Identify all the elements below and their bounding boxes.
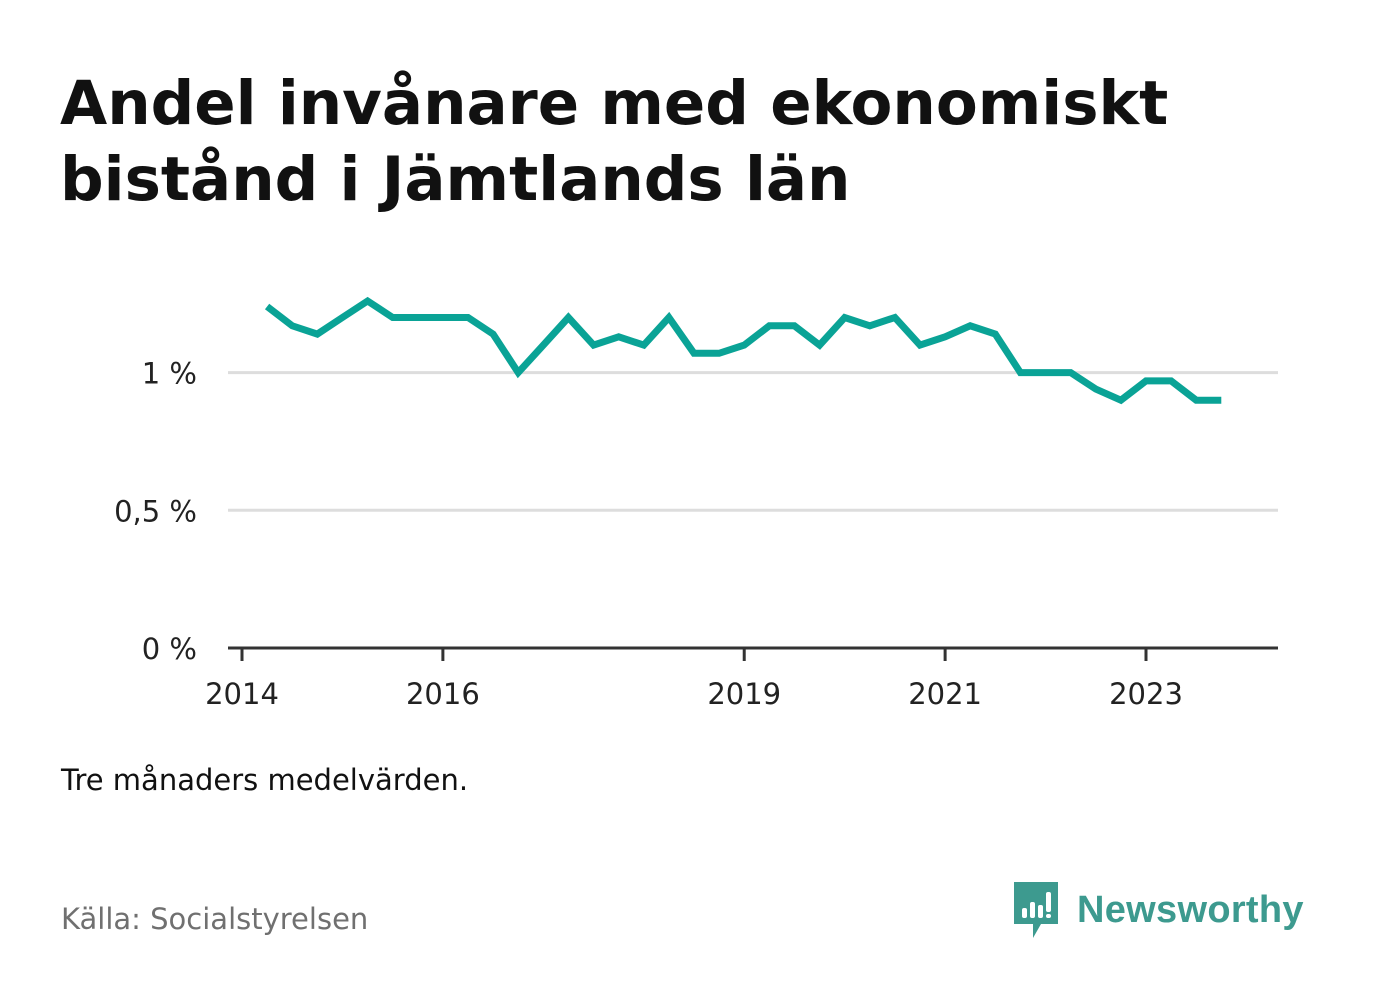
data-point [1218, 397, 1225, 404]
data-point [1193, 397, 1200, 404]
axis-labels: 0 % 0,5 % 1 % 2014 2016 2019 2021 2023 [114, 357, 1183, 711]
data-point [439, 314, 446, 321]
data-point [1042, 369, 1049, 376]
data-point [866, 322, 873, 329]
x-tick-label: 2023 [1109, 677, 1183, 711]
x-tick-label: 2019 [707, 677, 781, 711]
data-point [766, 322, 773, 329]
data-point [314, 331, 321, 338]
x-axis [228, 646, 1278, 661]
x-tick-label: 2021 [908, 677, 982, 711]
data-point [289, 322, 296, 329]
data-point [1168, 377, 1175, 384]
data-point [791, 322, 798, 329]
chart-note: Tre månaders medelvärden. [61, 763, 469, 797]
data-point [1067, 369, 1074, 376]
data-point [540, 342, 547, 349]
chart-title: Andel invånare med ekonomiskt bistånd i … [60, 68, 1169, 215]
data-point [691, 350, 698, 357]
data-point [565, 314, 572, 321]
x-tick-label: 2014 [205, 677, 279, 711]
data-point [1143, 377, 1150, 384]
data-point [967, 322, 974, 329]
newsworthy-chart-bubble-icon [1014, 882, 1058, 938]
data-point [364, 298, 371, 305]
data-point [339, 314, 346, 321]
chart-source: Källa: Socialstyrelsen [61, 902, 369, 936]
data-point [1117, 397, 1124, 404]
data-point [590, 342, 597, 349]
data-point [389, 314, 396, 321]
data-point [992, 331, 999, 338]
data-point [465, 314, 472, 321]
data-point [515, 369, 522, 376]
y-tick-label: 0 % [142, 632, 197, 666]
brand-name: Newsworthy [1077, 888, 1304, 931]
data-point [264, 303, 271, 310]
data-series [264, 296, 1225, 405]
data-point [615, 333, 622, 340]
data-point [640, 342, 647, 349]
x-tick-label: 2016 [406, 677, 480, 711]
data-point [414, 314, 421, 321]
data-point [917, 342, 924, 349]
y-tick-label: 0,5 % [114, 494, 197, 528]
data-point [741, 342, 748, 349]
series-line [264, 296, 1222, 405]
data-point [1092, 386, 1099, 393]
brand-logo: Newsworthy [1011, 880, 1304, 940]
data-point [490, 331, 497, 338]
data-point [891, 314, 898, 321]
data-point [665, 314, 672, 321]
data-point [942, 333, 949, 340]
data-point [1017, 369, 1024, 376]
grid-lines [228, 371, 1278, 512]
data-point [716, 350, 723, 357]
data-point [841, 314, 848, 321]
data-point [816, 342, 823, 349]
y-tick-label: 1 % [142, 357, 197, 391]
